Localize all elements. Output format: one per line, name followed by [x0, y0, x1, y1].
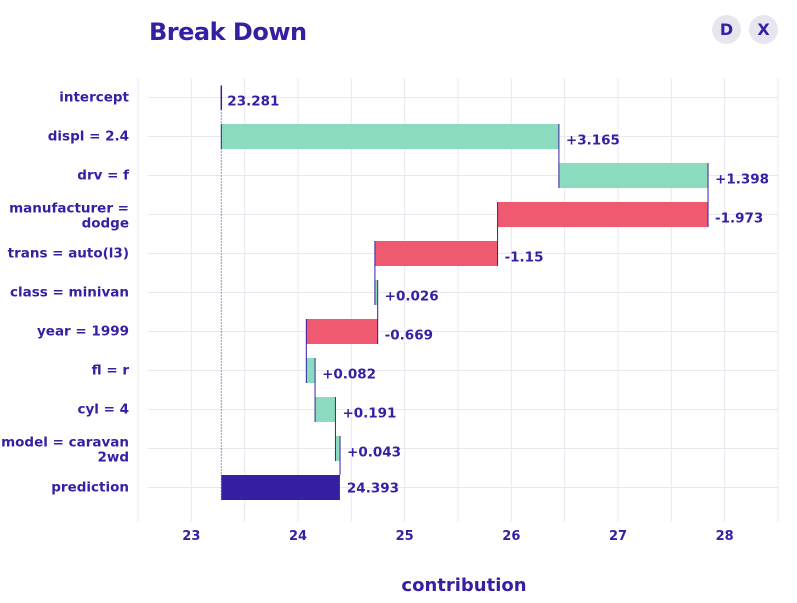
- x-tick-label: 24: [289, 529, 307, 544]
- bar-positive: [221, 124, 559, 149]
- x-tick-label: 28: [716, 529, 734, 544]
- row-label: model = caravan: [1, 435, 129, 451]
- row-label: dodge: [82, 216, 129, 232]
- close-button[interactable]: X: [749, 15, 778, 44]
- bar-prediction: [221, 475, 340, 500]
- bar-negative: [374, 241, 498, 266]
- bar-positive: [335, 436, 341, 461]
- row-label: intercept: [59, 90, 129, 106]
- bar-negative: [306, 319, 378, 344]
- row-label: displ = 2.4: [48, 129, 129, 145]
- value-label: +3.165: [566, 133, 620, 149]
- row-label: year = 1999: [37, 324, 129, 340]
- row-label: manufacturer =: [9, 201, 129, 217]
- value-label: +1.398: [715, 172, 769, 188]
- row-label: prediction: [51, 480, 129, 496]
- value-label: 23.281: [227, 94, 279, 110]
- bar-negative: [497, 202, 709, 227]
- value-label: +0.026: [385, 289, 439, 305]
- row-label: class = minivan: [10, 285, 129, 301]
- row-label: drv = f: [77, 168, 129, 184]
- row-label: fl = r: [92, 363, 130, 379]
- bar-positive: [558, 163, 709, 188]
- value-label: +0.043: [347, 445, 401, 461]
- x-tick-label: 27: [609, 529, 627, 544]
- row-label: 2wd: [97, 450, 129, 466]
- x-tick-label: 23: [182, 529, 200, 544]
- value-label: -1.973: [715, 211, 763, 227]
- value-label: 24.393: [347, 481, 399, 497]
- chart-title: Break Down: [149, 18, 307, 46]
- bar-positive: [306, 358, 316, 383]
- bar-positive: [315, 397, 336, 422]
- d-button[interactable]: D: [712, 15, 741, 44]
- value-label: -0.669: [385, 328, 433, 344]
- value-label: +0.191: [342, 406, 396, 422]
- row-label: cyl = 4: [77, 402, 129, 418]
- value-label: -1.15: [505, 250, 544, 266]
- x-tick-label: 25: [396, 529, 414, 544]
- row-label: trans = auto(l3): [8, 246, 129, 262]
- x-axis-label: contribution: [401, 575, 526, 596]
- bar-positive: [374, 280, 378, 305]
- value-label: +0.082: [322, 367, 376, 383]
- x-tick-label: 26: [502, 529, 520, 544]
